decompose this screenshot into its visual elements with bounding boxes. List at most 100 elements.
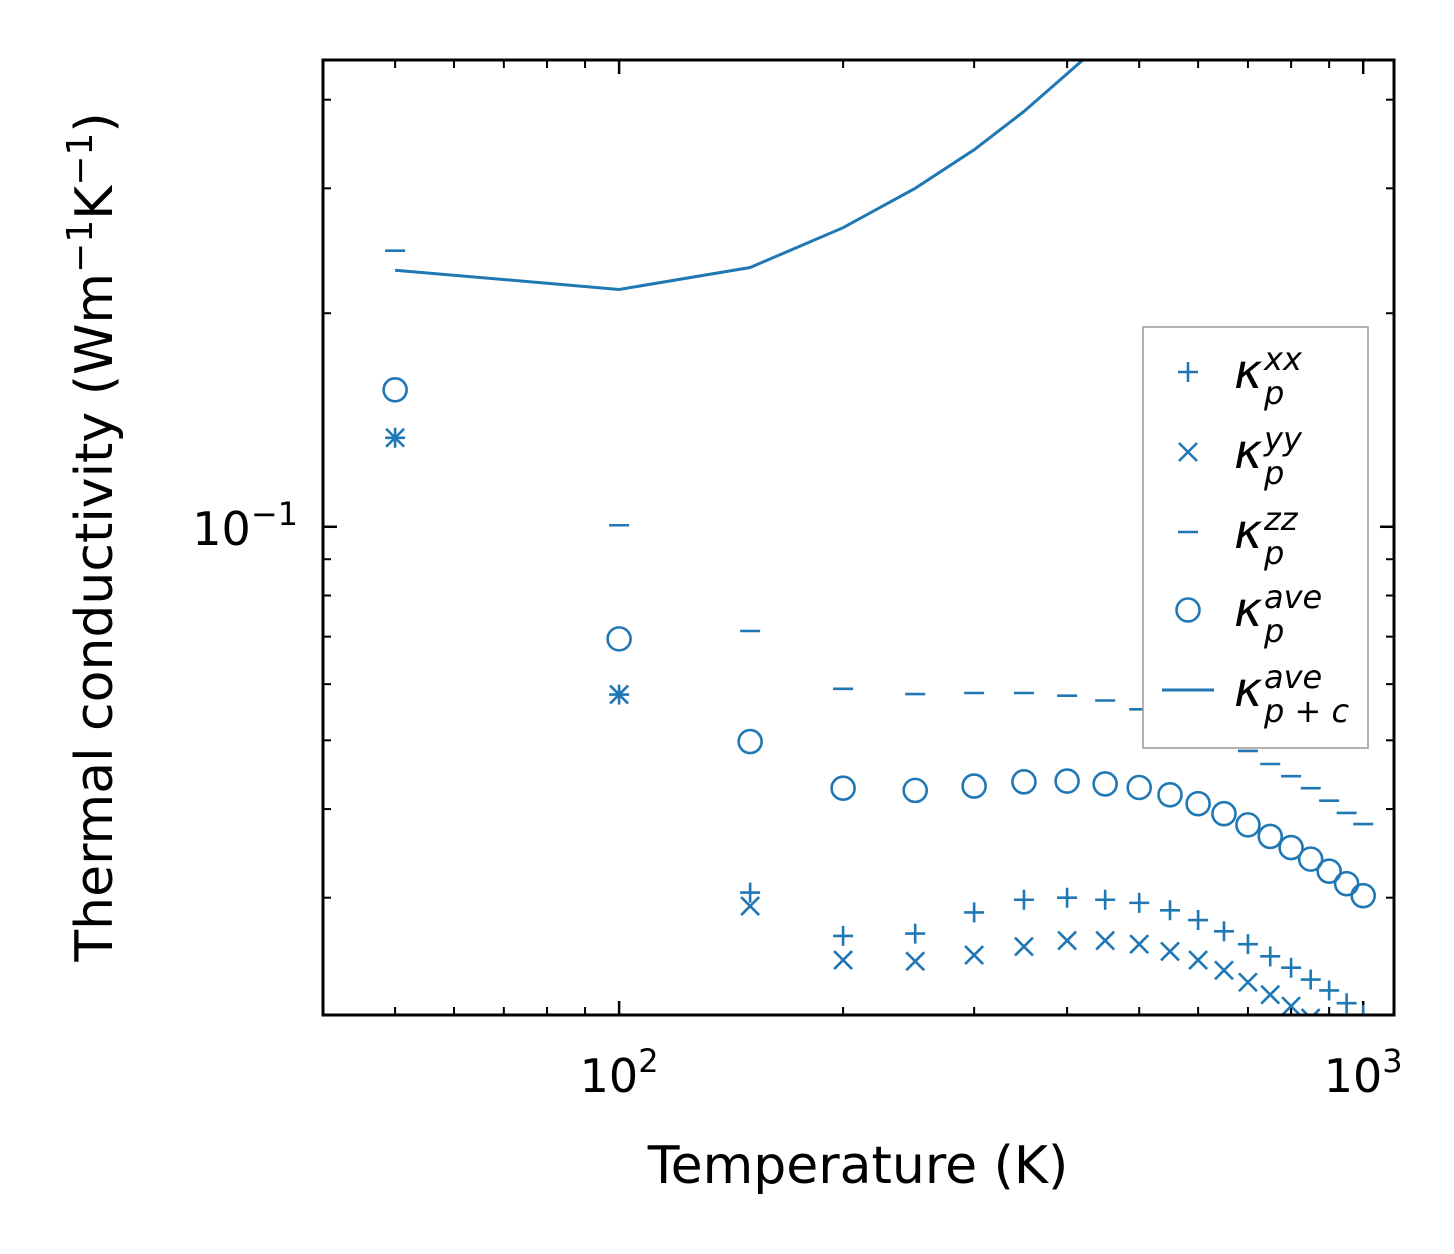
x-tick-label-base: 10 [1324, 1049, 1383, 1103]
data-point-kp_ave [1316, 858, 1342, 884]
data-point-kp_ave [1126, 774, 1153, 801]
y-axis-label-sup2: −1 [60, 133, 101, 186]
data-point-kp_yy [833, 950, 854, 971]
series-kp_ave [382, 376, 1376, 909]
data-point-kp_ave [1350, 882, 1376, 909]
data-point-kp_yy [1300, 1008, 1321, 1015]
data-point-kp_yy [1014, 936, 1034, 957]
data-point-kp_ave [1185, 790, 1211, 817]
data-point-kp_ave [1278, 834, 1304, 861]
data-point-kp_ave [902, 777, 929, 804]
data-point-kp_xx [833, 925, 854, 946]
data-point-kp_ave [1297, 846, 1324, 872]
legend-marker-swatch [1178, 442, 1198, 462]
data-point-kp_yy [1095, 930, 1116, 951]
data-point-kp_yy [740, 896, 761, 916]
data-point-kp_yy [1129, 934, 1150, 955]
series-kpc_ave [394, 60, 1086, 292]
data-point-kp_ave [382, 376, 408, 403]
legend-label-sub: p [1263, 534, 1284, 572]
data-point-kp_xx [905, 923, 926, 944]
x-axis-label: Temperature (K) [647, 1136, 1069, 1196]
series-kp_yy [385, 427, 1321, 1015]
legend-label-sup: ave [1264, 658, 1322, 696]
data-point-kp_yy [1214, 960, 1234, 981]
legend-marker-swatch [1175, 597, 1201, 623]
data-point-kp_ave [961, 773, 987, 799]
legend-label-sub: p [1263, 454, 1284, 492]
legend-item-kp_zz: κ zzp [1178, 500, 1299, 572]
data-point-kp_ave [830, 775, 856, 802]
legend-label-sup: xx [1263, 340, 1303, 378]
y-axis-label-end: ) [65, 112, 125, 132]
data-point-kp_yy [1238, 972, 1258, 993]
y-axis-label-sup1: −1 [60, 220, 101, 273]
data-point-kp_yy [1260, 984, 1281, 1005]
legend-label-sub: p + c [1263, 692, 1349, 730]
data-point-kp_xx [1057, 887, 1078, 908]
legend-label-base: κ [1234, 582, 1263, 638]
data-point-kp_ave [1011, 769, 1037, 795]
data-point-kp_ave [606, 626, 632, 652]
data-point-kp_yy [1188, 950, 1209, 971]
data-point-kp_yy [609, 684, 630, 705]
data-point-kp_xx [1188, 910, 1209, 931]
data-point-kp_ave [1054, 768, 1080, 794]
legend-label-base: κ [1234, 662, 1263, 718]
data-point-kp_yy [1057, 930, 1078, 951]
legend-frame [1142, 326, 1369, 749]
data-point-kp_xx [1129, 892, 1150, 913]
series-layer [382, 60, 1376, 1015]
legend-label-base: κ [1234, 504, 1263, 560]
legend-label-base: κ [1234, 344, 1263, 400]
legend-label-base: κ [1234, 424, 1263, 480]
x-tick-label-exp: 2 [638, 1042, 658, 1080]
data-point-kp_xx [740, 882, 761, 903]
legend-label-sup: zz [1263, 500, 1299, 538]
data-point-kp_xx [1160, 900, 1181, 921]
data-point-kp_ave [1235, 812, 1261, 838]
legend-label-sup: ave [1264, 578, 1322, 616]
data-point-kp_yy [964, 945, 985, 966]
data-point-kp_ave [1257, 823, 1284, 850]
legend-marker-swatch [1178, 362, 1198, 382]
data-point-kp_xx [1300, 969, 1321, 990]
plot-frame [321, 58, 1396, 1017]
data-point-kp_yy [1281, 996, 1302, 1015]
data-point-kp_yy [1160, 941, 1180, 962]
data-point-kp_xx [1237, 934, 1258, 955]
y-tick-label: 10−1 [192, 495, 298, 556]
legend-label-sub: p [1263, 612, 1284, 650]
legend-item-kp_xx: κ xxp [1178, 340, 1303, 412]
data-point-kp_xx [1336, 993, 1357, 1014]
y-tick-label-base: 10 [192, 502, 251, 556]
data-point-kp_yy [385, 427, 406, 448]
data-point-kp_xx [964, 902, 985, 923]
data-point-kp_xx [1260, 946, 1281, 967]
y-tick-label-exp: −1 [251, 495, 298, 533]
y-axis-label-mid: K [65, 184, 125, 220]
legend-item-kp_yy: κ yyp [1178, 420, 1303, 492]
x-tick-label-base: 10 [580, 1049, 639, 1103]
data-point-kp_ave [1211, 800, 1237, 827]
legend-label-sup: yy [1263, 420, 1303, 458]
data-point-kp_xx [1319, 980, 1340, 1001]
data-point-kp_yy [905, 951, 926, 972]
data-point-kp_xx [1353, 1005, 1374, 1015]
data-point-kp_ave [1157, 781, 1183, 808]
series-line-kpc_ave [394, 60, 1086, 292]
series-kp_xx [385, 427, 1374, 1015]
data-point-kp_xx [1095, 889, 1116, 910]
x-tick-label-exp: 3 [1382, 1042, 1402, 1080]
y-axis-label-main: Thermal conductivity (Wm [65, 273, 125, 963]
data-point-kp_xx [1281, 957, 1302, 978]
data-point-kp_ave [737, 728, 763, 755]
legend-label-sub: p [1263, 374, 1284, 412]
data-point-kp_xx [1213, 921, 1234, 942]
data-point-kp_ave [1333, 870, 1360, 897]
